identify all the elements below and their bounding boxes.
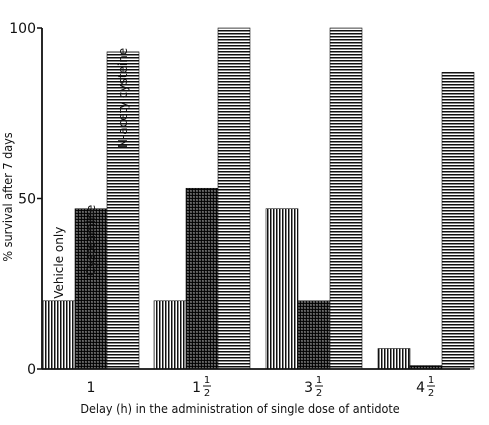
bar-n-acetylcysteine-3 [329, 27, 363, 370]
y-tick-label-50: 50 [18, 192, 36, 208]
x-tick-label-2: 1 12 [192, 375, 211, 399]
bar-cysteamine-1 [74, 208, 108, 370]
bar-vehicle-only-3 [265, 208, 299, 370]
bar-vehicle-only-1 [42, 300, 76, 370]
series-label-vehicle-only: Vehicle only [52, 227, 66, 299]
bar-n-acetylcysteine-2 [217, 27, 251, 370]
svg-text:2: 2 [428, 388, 434, 399]
y-tick-label-100: 100 [9, 21, 36, 37]
x-axis-title: Delay (h) in the administration of singl… [80, 401, 399, 416]
series-label-n-acetylcysteine: N-acetylcysteine [116, 48, 130, 148]
bar-vehicle-only-2 [153, 300, 187, 370]
bar-vehicle-only-4 [377, 348, 411, 370]
x-ticks-layer: 1 1 12 3 12 4 12 [87, 375, 435, 399]
bars-layer [42, 27, 475, 370]
bar-n-acetylcysteine-1 [106, 51, 140, 370]
svg-text:1: 1 [428, 375, 434, 386]
x-tick-label-3: 3 1 2 [304, 375, 323, 399]
svg-text:1: 1 [87, 380, 96, 396]
svg-text:1: 1 [316, 375, 322, 386]
bar-cysteamine-2 [185, 187, 219, 370]
series-label-cysteamine: Cysteamine [84, 205, 98, 276]
svg-text:3: 3 [304, 380, 313, 396]
x-tick-label-4: 4 1 2 [416, 375, 435, 399]
x-tick-label-1: 1 [87, 380, 96, 396]
svg-text:2: 2 [204, 388, 210, 399]
y-ticks-layer: 0 50 100 [9, 21, 42, 378]
y-tick-label-0: 0 [27, 362, 36, 378]
svg-text:1: 1 [204, 375, 210, 386]
svg-text:2: 2 [316, 388, 322, 399]
svg-text:1: 1 [192, 380, 201, 396]
bar-n-acetylcysteine-4 [441, 72, 475, 370]
bar-cysteamine-3 [297, 300, 331, 370]
svg-text:4: 4 [416, 380, 425, 396]
y-axis-title: % survival after 7 days [0, 132, 15, 261]
bar-labels-layer: Vehicle only Cysteamine N-acetylcysteine [52, 48, 130, 299]
